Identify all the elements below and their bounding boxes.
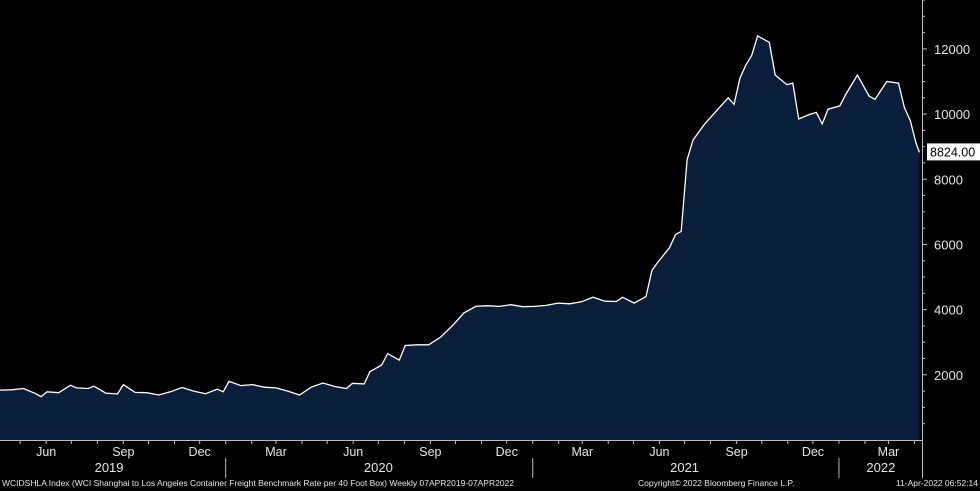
x-year-label: 2022 <box>866 460 895 475</box>
x-tick-label: Mar <box>878 445 900 459</box>
y-tick-label: 6000 <box>934 237 963 252</box>
x-tick-label: Jun <box>36 445 56 459</box>
x-tick-label: Jun <box>649 445 669 459</box>
series-line <box>0 34 921 398</box>
last-value-label: 8824.00 <box>930 145 975 159</box>
y-tick-label: 10000 <box>934 107 970 122</box>
x-year-label: 2020 <box>364 460 393 475</box>
footer-timestamp: 11-Apr-2022 06:52:14 <box>895 478 978 488</box>
x-tick-label: Mar <box>571 445 593 459</box>
x-tick-label: Dec <box>802 445 824 459</box>
x-tick-label: Mar <box>265 445 287 459</box>
x-tick-label: Dec <box>496 445 518 459</box>
footer-copyright: Copyright© 2022 Bloomberg Finance L.P. <box>638 478 795 488</box>
y-axis: 2000 4000 6000 8000 10000 12000 <box>922 0 970 425</box>
x-tick-label: Sep <box>725 445 747 459</box>
x-year-label: 2019 <box>95 460 124 475</box>
x-tick-label: Jun <box>343 445 363 459</box>
last-value-box <box>927 143 980 161</box>
y-tick-label: 2000 <box>934 368 963 383</box>
x-year-label: 2021 <box>670 460 699 475</box>
x-tick-label: Sep <box>112 445 134 459</box>
last-value-badge: 8824.00 <box>927 143 980 161</box>
x-tick-label: Dec <box>189 445 211 459</box>
y-tick-label: 4000 <box>934 303 963 318</box>
y-tick-label: 8000 <box>934 172 963 187</box>
x-axis: Jun Sep Dec Mar Jun Sep Dec Mar Jun Sep Dec Mar 2019… <box>19 440 915 478</box>
x-tick-label: Sep <box>419 445 441 459</box>
series-area <box>0 35 920 441</box>
y-tick-label: 12000 <box>934 42 970 57</box>
footer-index-description: WCIDSHLA Index (WCI Shanghai to Los Ange… <box>2 478 514 488</box>
